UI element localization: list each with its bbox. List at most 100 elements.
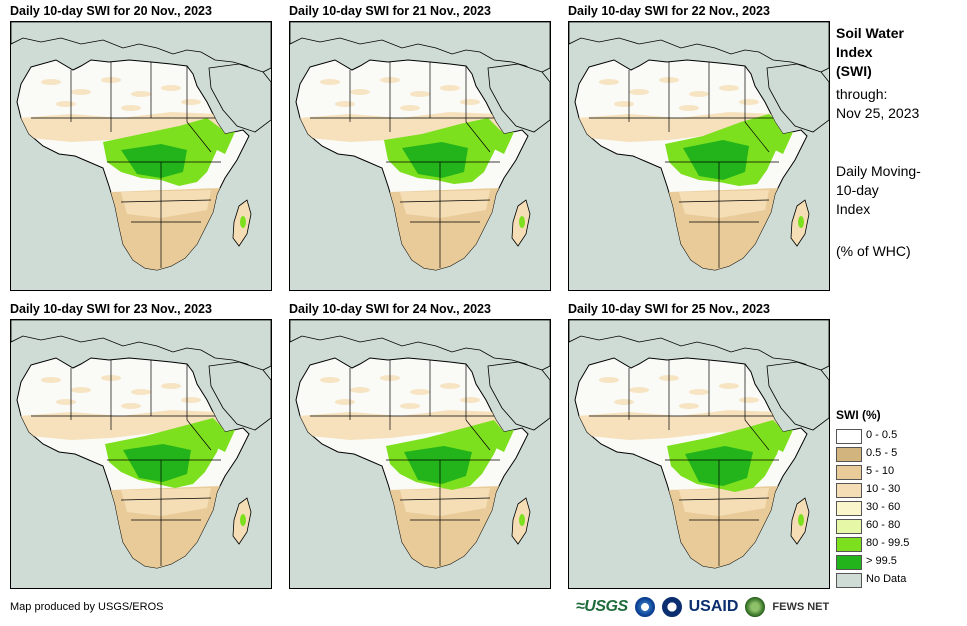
desc-line-1: Daily Moving-	[836, 163, 921, 179]
arabian-peninsula	[487, 63, 550, 133]
dry-patch	[689, 389, 709, 395]
country-border	[465, 121, 491, 153]
southern-moist-zone	[121, 488, 211, 516]
dry-patch	[131, 91, 151, 97]
southern-moist-zone	[400, 190, 490, 218]
dry-patch	[679, 105, 699, 111]
legend-swatch	[836, 537, 862, 552]
dry-patch	[161, 85, 181, 91]
horn-wet-zone	[211, 428, 235, 452]
fews-net-logo: FEWS NET	[772, 601, 830, 613]
country-border	[120, 497, 212, 501]
usaid-logo: USAID	[688, 598, 739, 615]
unit-label: (% of WHC)	[836, 243, 911, 259]
country-border	[399, 497, 491, 501]
africa-map	[11, 320, 271, 569]
country-border	[120, 199, 212, 203]
legend-label: 80 - 99.5	[866, 537, 910, 549]
map-panel-5	[289, 319, 551, 589]
panel-title-4: Daily 10-day SWI for 23 Nov., 2023	[10, 302, 212, 316]
dry-patch	[350, 89, 370, 95]
southern-moist-zone	[121, 190, 211, 218]
horn-wet-zone	[769, 428, 793, 452]
through-label: through:	[836, 86, 888, 102]
description-block: Daily Moving- 10-day Index	[836, 162, 921, 219]
dry-patch	[719, 383, 739, 389]
panel-title-5: Daily 10-day SWI for 24 Nov., 2023	[289, 302, 491, 316]
panel-title-6: Daily 10-day SWI for 25 Nov., 2023	[568, 302, 770, 316]
legend-swatch	[836, 573, 862, 588]
dry-patch	[689, 91, 709, 97]
legend-label: 0 - 0.5	[866, 429, 898, 441]
legend-label: 5 - 10	[866, 465, 895, 477]
arabian-peninsula	[208, 63, 271, 133]
dry-patch	[56, 101, 76, 107]
dry-patch	[131, 389, 151, 395]
arabian-peninsula	[766, 63, 829, 133]
map-panel-6	[568, 319, 830, 589]
legend-swatch	[836, 519, 862, 534]
fews-globe-icon	[745, 597, 766, 617]
dry-patch	[121, 403, 141, 409]
legend-label: > 99.5	[866, 555, 897, 567]
dry-patch	[335, 399, 355, 405]
africa-map	[290, 22, 550, 271]
title-line-1: Soil Water	[836, 25, 904, 41]
horn-wet-zone	[490, 428, 514, 452]
dry-patch	[614, 399, 634, 405]
dry-patch	[440, 85, 460, 91]
madagascar-wet-zone	[519, 514, 525, 526]
panel-title-2: Daily 10-day SWI for 21 Nov., 2023	[289, 4, 491, 18]
dry-patch	[161, 383, 181, 389]
dry-patch	[41, 377, 61, 383]
dry-patch	[400, 403, 420, 409]
map-panel-3	[568, 21, 830, 291]
dry-patch	[181, 99, 201, 105]
country-border	[465, 419, 491, 451]
arabian-peninsula	[766, 361, 829, 431]
country-border	[186, 121, 212, 153]
africa-map	[569, 320, 829, 569]
madagascar-wet-zone	[798, 216, 804, 228]
map-panel-1	[10, 21, 272, 291]
dry-patch	[335, 101, 355, 107]
dry-patch	[739, 397, 759, 403]
horn-wet-zone	[211, 130, 235, 154]
africa-map	[290, 320, 550, 569]
legend-label: 30 - 60	[866, 501, 901, 513]
dry-patch	[320, 79, 340, 85]
country-border	[744, 419, 770, 451]
usgs-logo: ≈USGS	[576, 598, 628, 615]
dry-patch	[121, 105, 141, 111]
dry-patch	[599, 377, 619, 383]
madagascar-wet-zone	[519, 216, 525, 228]
horn-wet-zone	[769, 130, 793, 154]
legend-label: 10 - 30	[866, 483, 901, 495]
country-border	[399, 199, 491, 203]
legend-swatch	[836, 483, 862, 498]
title-line-3: (SWI)	[836, 63, 872, 79]
desc-line-3: Index	[836, 201, 871, 217]
desc-line-2: 10-day	[836, 182, 879, 198]
title-line-2: Index	[836, 44, 873, 60]
dry-patch	[71, 89, 91, 95]
dry-patch	[460, 397, 480, 403]
dry-patch	[410, 389, 430, 395]
legend-swatch	[836, 555, 862, 570]
saturated-zone	[683, 140, 749, 180]
legend-label: No Data	[866, 573, 907, 585]
dry-patch	[629, 387, 649, 393]
legend-swatch	[836, 429, 862, 444]
saturated-zone	[121, 144, 187, 178]
logo-bar: ≈USGS USAID FEWS NET	[576, 596, 829, 618]
arabian-peninsula	[208, 361, 271, 431]
dry-patch	[350, 387, 370, 393]
panel-title-3: Daily 10-day SWI for 22 Nov., 2023	[568, 4, 770, 18]
dry-patch	[320, 377, 340, 383]
arabian-peninsula	[487, 361, 550, 431]
dry-patch	[410, 91, 430, 97]
horn-wet-zone	[490, 130, 514, 154]
dry-patch	[679, 403, 699, 409]
legend-label: 60 - 80	[866, 519, 901, 531]
dry-patch	[181, 397, 201, 403]
